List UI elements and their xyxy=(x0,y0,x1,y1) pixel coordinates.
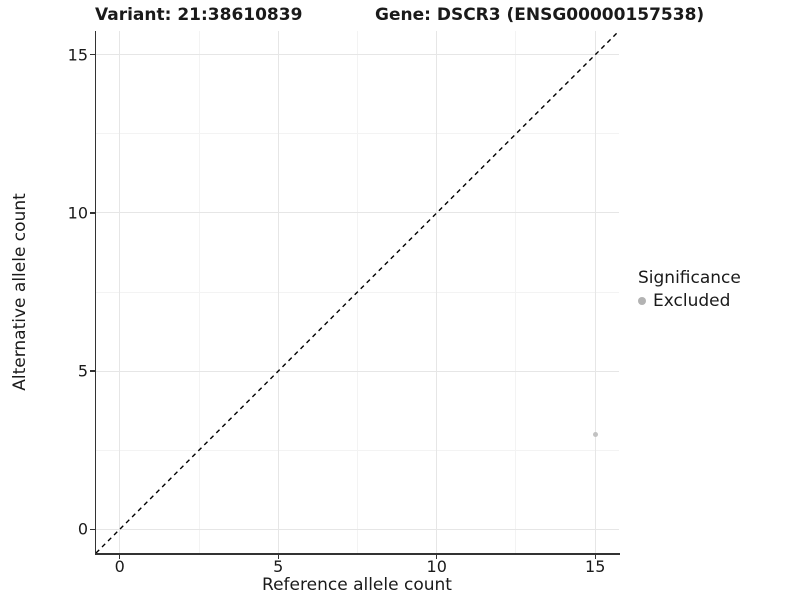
x-tick-mark xyxy=(594,554,596,559)
y-tick-mark xyxy=(90,212,95,214)
identity-dashed-line xyxy=(95,30,620,554)
plot-title-variant: Variant: 21:38610839 xyxy=(95,5,303,25)
plot-title-gene: Gene: DSCR3 (ENSG00000157538) xyxy=(375,5,705,25)
data-point xyxy=(592,431,598,437)
y-tick-mark xyxy=(90,54,95,56)
gridline-minor-vertical xyxy=(515,31,517,553)
identity-line-layer xyxy=(95,30,620,554)
y-tick-label: 10 xyxy=(67,203,88,223)
legend-key-dot-icon xyxy=(638,297,646,305)
y-axis-title: Alternative allele count xyxy=(10,193,30,391)
x-tick-mark xyxy=(277,554,279,559)
gridline-major-horizontal xyxy=(96,212,619,214)
x-tick-mark xyxy=(119,554,121,559)
x-tick-label: 5 xyxy=(273,557,284,576)
y-axis-line xyxy=(94,31,97,555)
x-tick-label: 0 xyxy=(114,557,125,576)
legend: Significance Excluded xyxy=(638,268,741,311)
gridline-major-horizontal xyxy=(96,54,619,56)
gridline-major-vertical xyxy=(277,31,279,553)
legend-item-excluded: Excluded xyxy=(638,291,741,311)
y-tick-label: 15 xyxy=(67,45,88,65)
y-tick-label: 0 xyxy=(77,519,88,539)
gridline-major-horizontal xyxy=(96,528,619,530)
gridline-minor-horizontal xyxy=(96,133,619,135)
legend-item-label: Excluded xyxy=(653,291,731,311)
gridline-major-vertical xyxy=(119,31,121,553)
x-tick-label: 10 xyxy=(426,557,447,576)
gridline-major-horizontal xyxy=(96,370,619,372)
x-axis-title: Reference allele count xyxy=(262,575,452,595)
x-axis-line xyxy=(94,553,621,555)
y-tick-mark xyxy=(90,528,95,530)
gridline-major-vertical xyxy=(594,31,596,553)
x-tick-mark xyxy=(436,554,438,559)
y-tick-mark xyxy=(90,370,95,372)
y-tick-label: 5 xyxy=(77,361,88,381)
legend-title: Significance xyxy=(638,268,741,288)
x-tick-label: 15 xyxy=(585,557,606,576)
gridline-major-vertical xyxy=(436,31,438,553)
plot-panel xyxy=(95,30,620,554)
